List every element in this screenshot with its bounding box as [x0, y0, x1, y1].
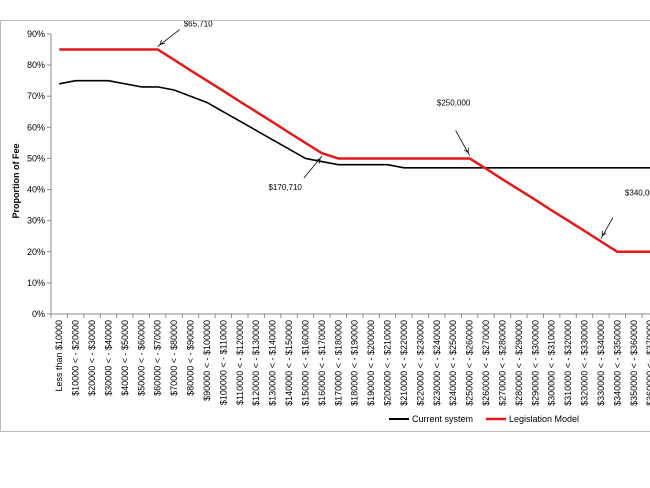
x-tick-label: Less than $10000 — [54, 320, 64, 392]
legend: Current system Legislation Model — [389, 414, 579, 424]
x-tick-label: $140000 < - $150000 — [284, 320, 294, 406]
x-tick-label: $70000 < - $80000 — [169, 320, 179, 396]
annotation-label: $65,710 — [184, 21, 213, 29]
x-tick-label: $290000 < - $300000 — [530, 320, 540, 406]
y-tick-label: 90% — [27, 29, 45, 39]
series-line-legislation-model — [59, 48, 650, 254]
chart-frame: Proportion of Fee 0% 10% 20% 30% 40% 50% 60% 70… — [0, 20, 650, 432]
x-tick-label: $190000 < - $200000 — [366, 320, 376, 406]
annotation-arrow — [157, 29, 180, 47]
x-tick-label: $40000 < - $50000 — [120, 320, 130, 396]
x-tick-label: $360000 < - $370000 — [645, 320, 650, 406]
y-tick-label: 40% — [27, 185, 45, 195]
x-tick-label: $270000 < - $280000 — [497, 320, 507, 406]
x-tick-label: $180000 < - $190000 — [350, 320, 360, 406]
x-tick-label: $240000 < - $250000 — [448, 320, 458, 406]
y-tick-label: 30% — [27, 216, 45, 226]
y-tick-label: 50% — [27, 153, 45, 163]
legend-current-system-label: Current system — [412, 414, 473, 424]
x-tick-label: $320000 < - $330000 — [580, 320, 590, 406]
y-tick-label: 10% — [27, 278, 45, 288]
series-line-current-system — [59, 79, 650, 169]
annotation-label: $340,000 — [625, 189, 650, 198]
x-tick-label: $60000 < - $70000 — [153, 320, 163, 396]
x-tick-label: $150000 < - $160000 — [300, 320, 310, 406]
y-tick-label: 70% — [27, 91, 45, 101]
x-tick-label: $20000 < - $30000 — [87, 320, 97, 396]
x-tick-label: $250000 < - $260000 — [465, 320, 475, 406]
x-tick-label: $120000 < - $130000 — [251, 320, 261, 406]
annotation-arrow — [303, 155, 323, 179]
x-tick-label: $100000 < - $110000 — [218, 320, 228, 405]
annotation-label: $250,000 — [437, 98, 471, 107]
x-tick-label: $160000 < - $170000 — [317, 320, 327, 406]
annotation-arrow — [455, 130, 470, 156]
y-tick-label: 80% — [27, 60, 45, 70]
legend-legislation-model-label: Legislation Model — [509, 414, 579, 424]
x-tick-label: $230000 < - $240000 — [432, 320, 442, 406]
x-tick-label: $10000 < - $20000 — [71, 320, 81, 396]
line-chart: Proportion of Fee 0% 10% 20% 30% 40% 50% 60% 70… — [11, 21, 650, 424]
x-tick-label: $30000 < - $40000 — [103, 320, 113, 396]
x-tick-label: $330000 < - $340000 — [596, 320, 606, 406]
x-tick-label: $200000 < - $210000 — [383, 320, 393, 406]
y-axis-title: Proportion of Fee — [11, 144, 21, 219]
x-tick-label: $300000 < - $310000 — [547, 320, 557, 406]
annotation-arrowhead — [159, 39, 165, 46]
x-tick-label: $50000 < - $60000 — [136, 320, 146, 396]
y-tick-label: 60% — [27, 122, 45, 132]
y-tick-label: 0% — [32, 309, 45, 319]
x-tick-label: $310000 < - $320000 — [563, 320, 573, 406]
x-tick-label: $220000 < - $230000 — [415, 320, 425, 406]
x-tick-label: $210000 < - $220000 — [399, 320, 409, 406]
x-tick-label: $90000 < - $100000 — [202, 320, 212, 401]
annotation-arrowhead — [601, 230, 607, 237]
y-tick-label: 20% — [27, 247, 45, 257]
x-tick-label: $280000 < - $290000 — [514, 320, 524, 406]
x-tick-label: $130000 < - $140000 — [268, 320, 278, 406]
x-tick-label: $340000 < - $350000 — [612, 320, 622, 406]
x-tick-label: $110000 < - $120000 — [235, 320, 245, 405]
annotation-label: $170,710 — [268, 183, 302, 192]
x-tick-label: $170000 < - $180000 — [333, 320, 343, 406]
x-tick-label: $260000 < - $270000 — [481, 320, 491, 406]
annotation-arrowhead — [464, 147, 469, 154]
x-tick-label: $80000 < - $90000 — [186, 320, 196, 396]
annotation-arrowhead — [315, 157, 321, 164]
x-tick-label: $350000 < - $360000 — [629, 320, 639, 406]
